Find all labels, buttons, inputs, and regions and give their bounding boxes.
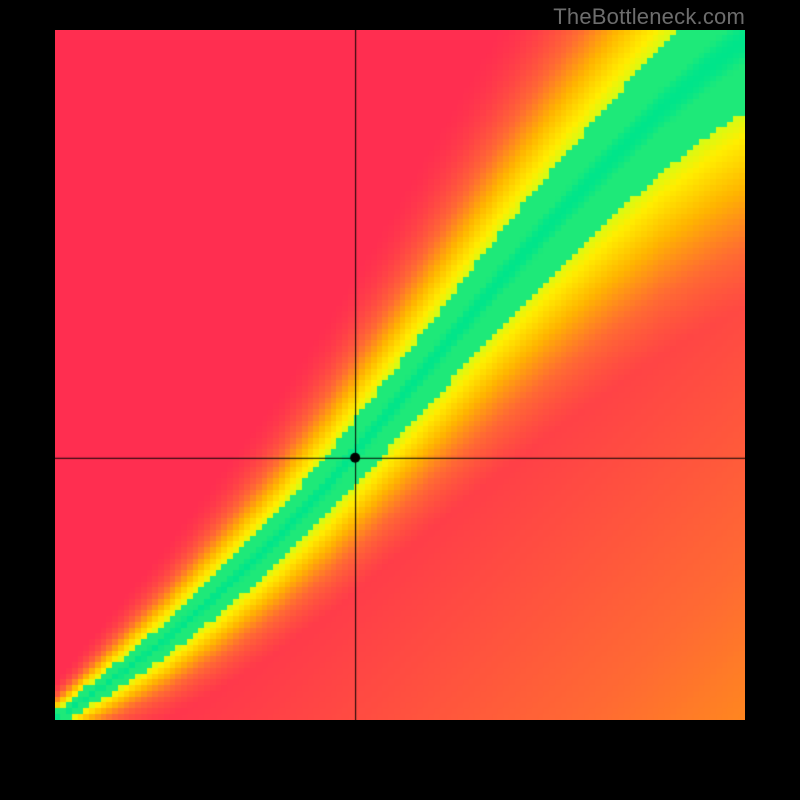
crosshair-overlay [55, 30, 745, 720]
chart-root: TheBottleneck.com [0, 0, 800, 800]
watermark-text: TheBottleneck.com [553, 4, 745, 30]
